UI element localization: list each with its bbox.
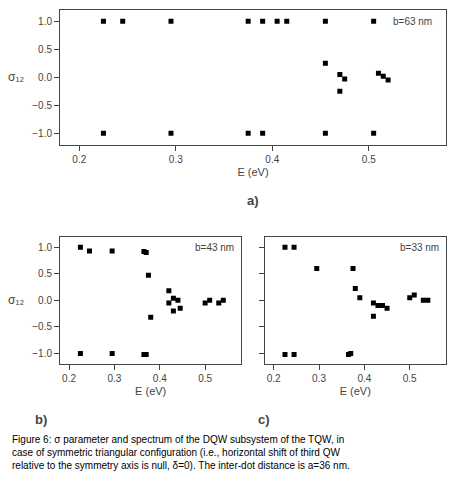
- svg-text:0.4: 0.4: [357, 373, 371, 384]
- svg-text:0.4: 0.4: [265, 154, 279, 165]
- svg-text:b=43 nm: b=43 nm: [195, 242, 234, 253]
- svg-text:E (eV): E (eV): [237, 166, 268, 178]
- svg-text:0.5: 0.5: [403, 373, 417, 384]
- svg-text:0.2: 0.2: [62, 373, 76, 384]
- svg-text:0.3: 0.3: [312, 373, 326, 384]
- svg-text:0.5: 0.5: [38, 44, 52, 55]
- svg-text:1.0: 1.0: [38, 242, 52, 253]
- svg-text:0.3: 0.3: [107, 373, 121, 384]
- svg-text:σ₁₂: σ₁₂: [8, 70, 24, 84]
- svg-text:0.5: 0.5: [38, 268, 52, 279]
- svg-text:0.4: 0.4: [153, 373, 167, 384]
- svg-text:b=63 nm: b=63 nm: [393, 16, 432, 27]
- svg-text:0.3: 0.3: [169, 154, 183, 165]
- svg-text:E (eV): E (eV): [340, 385, 371, 397]
- svg-text:E (eV): E (eV): [135, 385, 166, 397]
- svg-text:1.0: 1.0: [38, 16, 52, 27]
- svg-text:0.2: 0.2: [72, 154, 86, 165]
- svg-text:b=33 nm: b=33 nm: [400, 242, 439, 253]
- svg-text:b): b): [35, 412, 47, 427]
- svg-text:−1.0: −1.0: [32, 348, 52, 359]
- svg-text:a): a): [247, 193, 259, 208]
- svg-text:−1.0: −1.0: [32, 128, 52, 139]
- svg-text:0.5: 0.5: [198, 373, 212, 384]
- svg-text:−0.5: −0.5: [32, 100, 52, 111]
- svg-text:−0.5: −0.5: [32, 321, 52, 332]
- svg-text:Figure 6: σ parameter and spec: Figure 6: σ parameter and spectrum of th…: [12, 434, 350, 471]
- svg-text:0.0: 0.0: [38, 72, 52, 83]
- svg-text:c): c): [258, 412, 270, 427]
- svg-text:0.0: 0.0: [38, 295, 52, 306]
- svg-text:0.5: 0.5: [362, 154, 376, 165]
- svg-text:σ₁₂: σ₁₂: [8, 293, 24, 307]
- svg-text:0.2: 0.2: [267, 373, 281, 384]
